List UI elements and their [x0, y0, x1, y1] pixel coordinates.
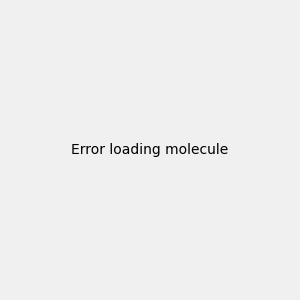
Text: Error loading molecule: Error loading molecule: [71, 143, 229, 157]
